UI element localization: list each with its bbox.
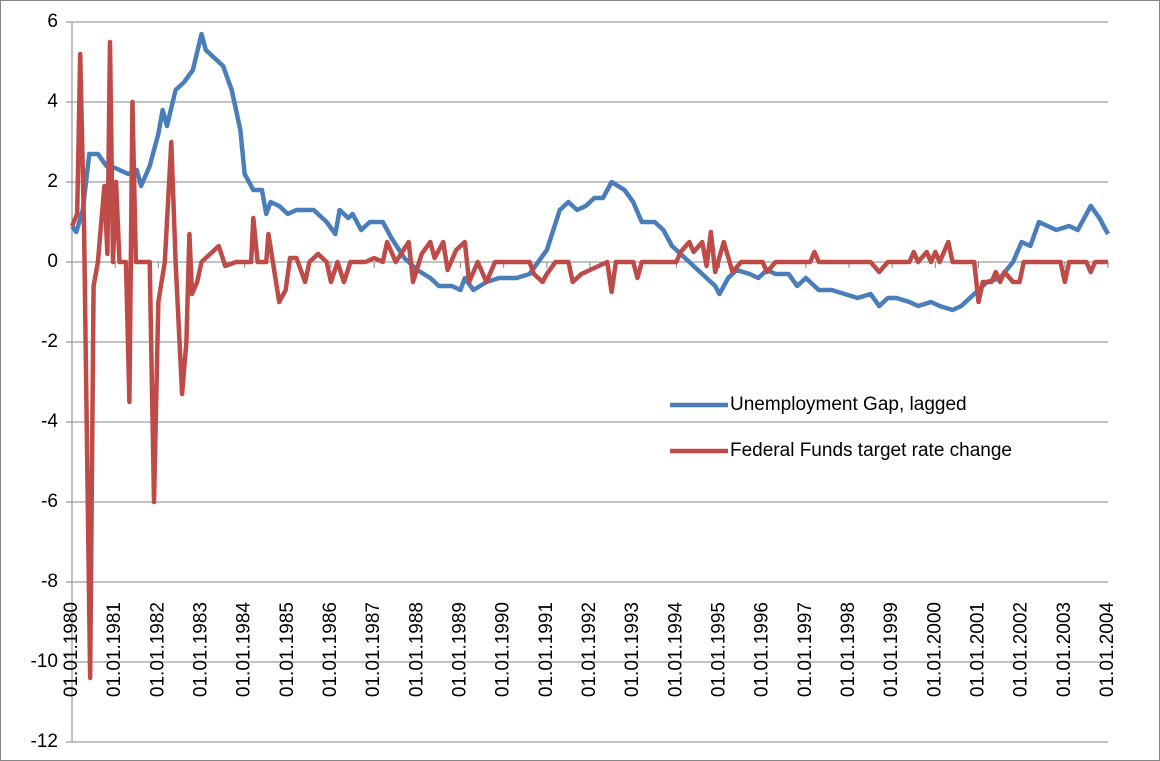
x-tick-label: 01.01.2001 xyxy=(968,602,989,697)
x-tick-label: 01.01.1989 xyxy=(450,602,471,697)
y-tick-label: -2 xyxy=(41,331,58,352)
x-tick-label: 01.01.1984 xyxy=(234,602,255,698)
x-tick-label: 01.01.1998 xyxy=(838,602,859,697)
x-tick-label: 01.01.1986 xyxy=(320,602,341,697)
x-tick-label: 01.01.2000 xyxy=(924,602,945,697)
y-tick-label: 2 xyxy=(47,171,58,192)
y-tick-label: -10 xyxy=(31,651,58,672)
legend-label: Federal Funds target rate change xyxy=(730,440,1012,461)
x-tick-label: 01.01.1996 xyxy=(752,602,773,697)
x-tick-label: 01.01.1995 xyxy=(709,602,730,697)
x-tick-label: 01.01.1994 xyxy=(665,602,686,698)
series-line xyxy=(69,39,1108,681)
series-line xyxy=(70,31,1110,313)
x-tick-label: 01.01.1981 xyxy=(104,602,125,697)
y-tick-label: -4 xyxy=(41,411,58,432)
y-tick-label: 4 xyxy=(47,91,58,112)
y-tick-label: -8 xyxy=(41,571,58,592)
legend-label: Unemployment Gap, lagged xyxy=(730,394,967,415)
x-tick-label: 01.01.1993 xyxy=(622,602,643,697)
y-tick-label: -12 xyxy=(31,731,58,752)
x-tick-label: 01.01.1999 xyxy=(881,602,902,697)
x-tick-label: 01.01.1983 xyxy=(191,602,212,697)
x-tick-label: 01.01.2003 xyxy=(1054,602,1075,697)
y-tick-label: 6 xyxy=(47,11,58,32)
y-tick-label: -6 xyxy=(41,491,58,512)
x-tick-label: 01.01.1985 xyxy=(277,602,298,697)
x-tick-label: 01.01.1980 xyxy=(61,602,82,697)
x-tick-label: 01.01.1988 xyxy=(406,602,427,697)
x-tick-label: 01.01.1982 xyxy=(147,602,168,697)
x-tick-label: 01.01.1987 xyxy=(363,602,384,697)
y-tick-label: 0 xyxy=(47,251,58,272)
x-tick-label: 01.01.1990 xyxy=(493,602,514,697)
x-tick-label: 01.01.2002 xyxy=(1011,602,1032,697)
x-tick-label: 01.01.1997 xyxy=(795,602,816,697)
x-tick-label: 01.01.1992 xyxy=(579,602,600,697)
x-tick-label: 01.01.2004 xyxy=(1097,602,1118,698)
x-tick-label: 01.01.1991 xyxy=(536,602,557,697)
